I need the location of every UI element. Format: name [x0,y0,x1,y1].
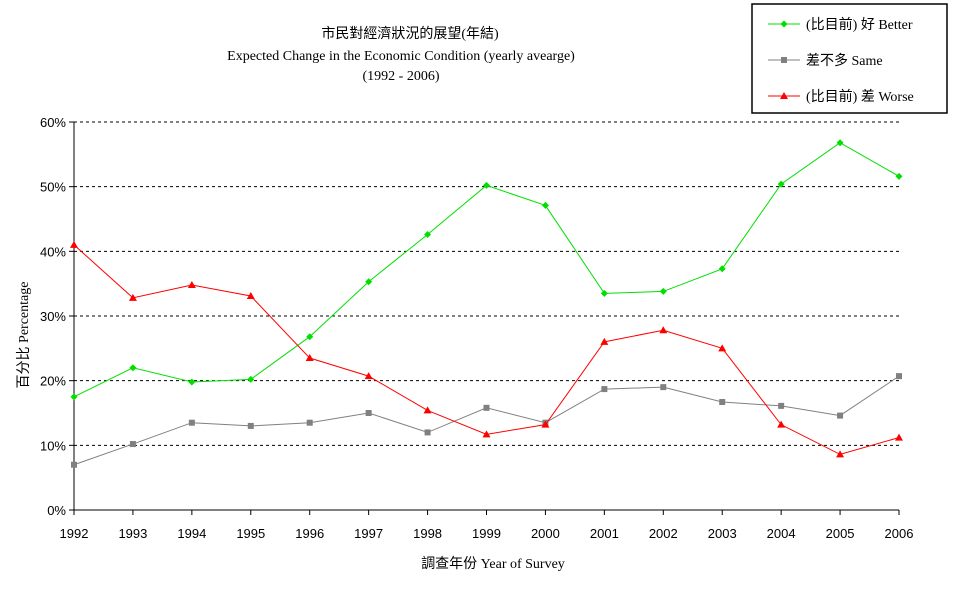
y-tick-label: 60% [40,115,66,130]
data-point [895,433,903,441]
data-point [483,404,490,411]
x-tick-label: 2002 [649,526,678,541]
data-point [247,422,254,429]
gridlines [74,121,899,446]
data-point [600,289,608,297]
data-point [718,265,726,273]
x-tick-label: 1996 [295,526,324,541]
data-point [482,430,491,438]
data-point [777,420,786,428]
data-point [365,410,372,416]
x-tick-label: 1994 [177,526,206,541]
data-point [659,326,668,334]
x-tick-label: 2006 [885,526,914,541]
x-tick-label: 1998 [413,526,442,541]
data-point [70,393,78,401]
data-point [306,419,313,426]
chart-subtitle-years: (1992 - 2006) [363,69,440,84]
series-better [70,139,903,401]
legend-marker [780,92,788,99]
data-point [246,291,255,299]
data-point [71,461,77,468]
data-point [424,231,432,239]
data-point [129,441,136,448]
data-point [129,364,137,372]
x-tick-label: 2005 [826,526,855,541]
legend: (比目前) 好 Better 差不多 Same (比目前) 差 Worse [751,3,948,114]
data-point [70,240,78,248]
legend-entry: 差不多 Same [806,52,883,69]
x-tick-label: 1993 [118,526,147,541]
series-layer [70,139,903,468]
x-tick-label: 1997 [354,526,383,541]
data-point [424,429,431,436]
y-tick-label: 40% [40,244,66,259]
x-tick-label: 1992 [60,526,89,541]
data-point [659,287,667,295]
data-point [895,172,903,180]
data-point [778,402,785,409]
y-tick-label: 20% [40,374,66,389]
data-point [306,333,314,341]
series-line [73,375,900,466]
data-point [837,412,844,419]
legend-marker [780,20,788,28]
y-axis-label: 百分比 Percentage [16,282,32,389]
data-point [365,278,373,286]
x-tick-label: 2004 [767,526,796,541]
x-tick-labels: 1992 1993 1994 1995 1996 1997 1998 1999 2000 2001… [60,510,914,541]
data-point [305,354,314,362]
data-point [777,180,785,188]
data-point [128,293,137,301]
data-point [836,450,845,458]
series-line [73,142,900,398]
series-worse [70,240,903,458]
data-point [719,399,726,406]
data-point [660,384,667,391]
data-point [836,139,844,147]
x-tick-label: 2000 [531,526,560,541]
data-point [187,280,196,288]
data-point [718,344,727,352]
data-point [541,420,550,428]
x-tick-label: 1999 [472,526,501,541]
legend-marker [781,57,787,63]
series-same [71,373,902,468]
data-point [188,419,195,426]
chart-subtitle: Expected Change in the Economic Conditio… [227,49,575,64]
data-point [600,337,609,345]
data-point [188,378,196,386]
y-tick-label: 30% [40,309,66,324]
data-point [483,181,490,189]
data-point [896,373,902,380]
y-tick-label: 0% [47,503,66,518]
data-point [423,406,432,414]
x-tick-label: 2001 [590,526,619,541]
x-tick-label: 2003 [708,526,737,541]
legend-entry: (比目前) 好 Better [806,16,913,33]
y-tick-label: 50% [40,180,66,195]
chart-title: 市民對經濟狀況的展望(年結) [321,25,499,42]
data-point [247,375,255,383]
data-point [364,372,373,380]
legend-entry: (比目前) 差 Worse [806,88,914,105]
x-axis-label: 調查年份 Year of Survey [421,556,565,572]
data-point [601,386,608,393]
x-tick-label: 1995 [236,526,265,541]
y-tick-label: 10% [40,438,66,453]
y-tick-labels: 0% 10% 20% 30% 40% 50% 60% [40,115,74,518]
data-point [541,201,549,209]
